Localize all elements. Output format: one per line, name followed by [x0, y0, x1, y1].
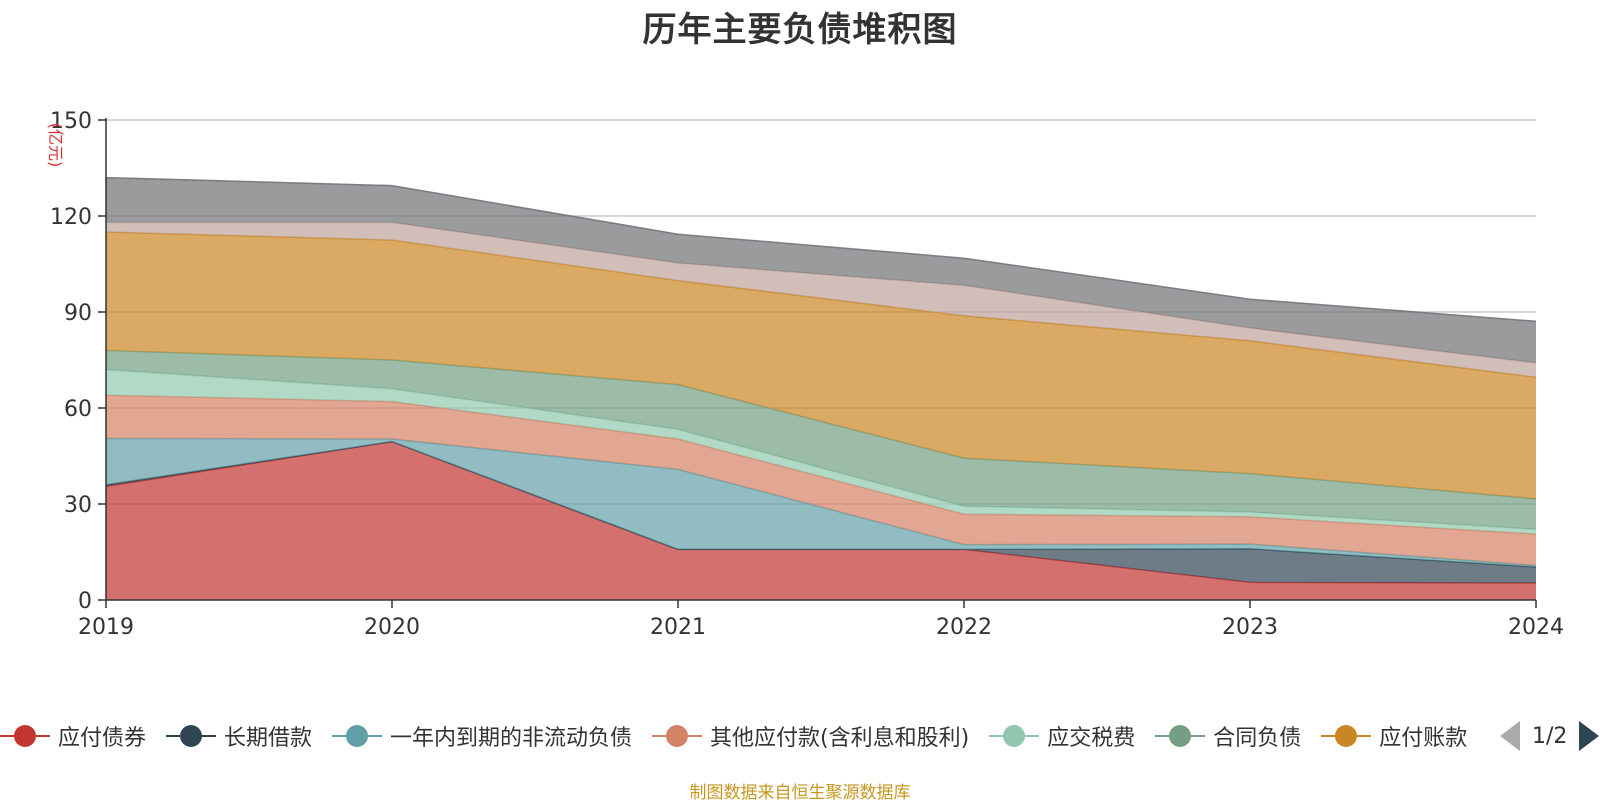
y-tick-label: 120 [50, 205, 92, 230]
y-tick-label: 0 [78, 589, 92, 614]
legend-item[interactable]: 其他应付款(含利息和股利) [652, 714, 969, 758]
legend-label: 应付账款 [1379, 726, 1468, 751]
x-tick-label: 2023 [1222, 615, 1278, 640]
stacked-areas [105, 176, 1537, 600]
legend-item[interactable]: 应付债券 [0, 714, 146, 758]
legend-label: 应交税费 [1047, 726, 1136, 751]
legend-label: 应付债券 [58, 726, 147, 751]
legend-marker-icon [332, 725, 383, 747]
x-tick-label: 2024 [1508, 615, 1564, 640]
legend-label: 长期借款 [224, 726, 313, 751]
x-tick-label: 2019 [78, 615, 134, 640]
chart-plot: 0 30 60 90 120 150 2019 2020 2021 2022 2023 2024 (亿元… [46, 109, 1564, 640]
x-tick-label: 2020 [364, 615, 420, 640]
legend-marker-icon [1321, 725, 1372, 747]
line-series-6 [105, 231, 1537, 379]
legend-page-indicator: 1/2 [1532, 723, 1568, 749]
legend-marker-icon [1155, 725, 1206, 747]
legend-prev-page-icon[interactable] [1500, 721, 1520, 751]
legend-marker-icon [652, 725, 703, 747]
area-series-8[interactable] [106, 177, 1536, 363]
legend-next-page-icon[interactable] [1579, 721, 1600, 751]
legend-pager: 1/2 [1500, 716, 1600, 756]
y-tick-label: 150 [50, 109, 92, 134]
y-tick-label: 60 [64, 397, 92, 422]
axes: 0 30 60 90 120 150 2019 2020 2021 2022 2023 2024 (亿元… [46, 109, 1564, 640]
area-series-3[interactable] [106, 395, 1536, 566]
legend-item[interactable]: 长期借款 [166, 714, 312, 758]
x-tick-label: 2022 [936, 615, 992, 640]
legend-label: 合同负债 [1213, 726, 1302, 751]
area-series-1[interactable] [106, 441, 1536, 583]
area-series-5[interactable] [106, 350, 1536, 530]
x-tick-label: 2021 [650, 615, 706, 640]
line-series-8 [105, 176, 1537, 323]
legend-item[interactable]: 一年内到期的非流动负债 [332, 714, 632, 758]
legend-item[interactable]: 合同负债 [1155, 714, 1301, 758]
legend-marker-icon [0, 725, 50, 747]
area-series-2[interactable] [106, 438, 1536, 567]
source-note: 制图数据来自恒生聚源数据库 [689, 783, 911, 803]
area-series-6[interactable] [106, 232, 1536, 499]
legend-marker-icon [166, 725, 217, 747]
legend-label: 其他应付款(含利息和股利) [710, 726, 970, 751]
legend-label: 一年内到期的非流动负债 [390, 726, 633, 751]
y-axis-unit-label: (亿元) [46, 123, 65, 168]
legend-marker-icon [989, 725, 1040, 747]
y-tick-label: 30 [64, 493, 92, 518]
area-series-4[interactable] [106, 369, 1536, 535]
area-series-0[interactable] [106, 441, 1536, 600]
legend: 应付债券 长期借款 一年内到期的非流动负债 其他应付款(含利息和股利) 应交税费 合同负债… [0, 714, 1490, 758]
chart-title: 历年主要负债堆积图 [642, 10, 958, 50]
legend-item[interactable]: 应付账款 [1321, 714, 1467, 758]
y-tick-label: 90 [64, 301, 92, 326]
legend-item[interactable]: 应交税费 [989, 714, 1135, 758]
